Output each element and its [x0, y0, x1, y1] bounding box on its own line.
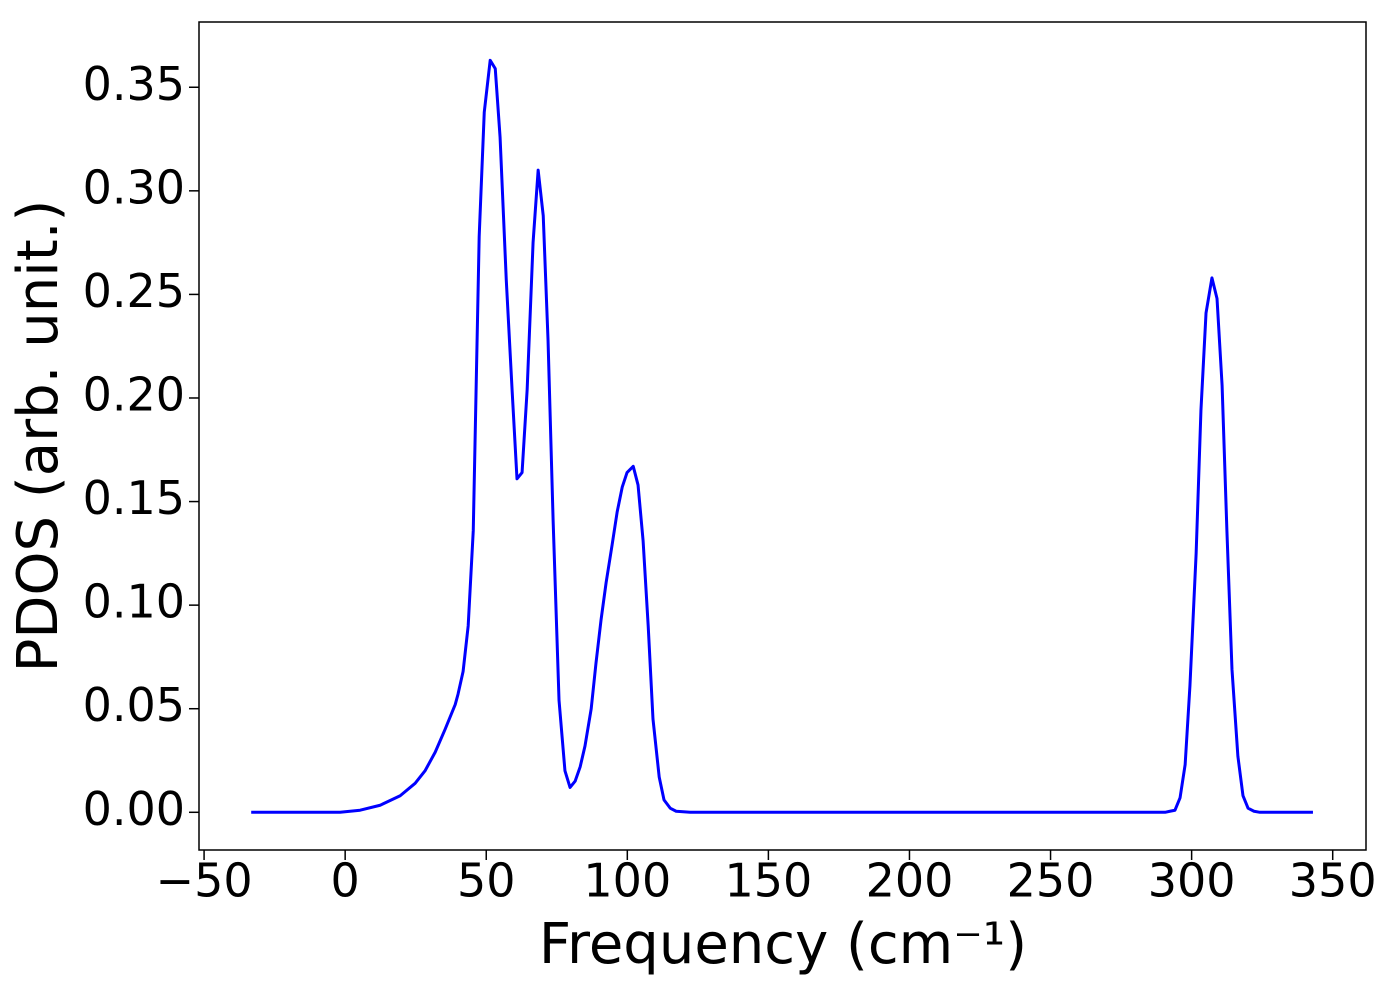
x-tick-label: 250 [1007, 854, 1095, 908]
y-tick-label: 0.20 [83, 367, 185, 421]
x-axis-label: Frequency (cm⁻¹) [539, 912, 1027, 977]
y-axis-label: PDOS (arb. unit.) [6, 200, 71, 673]
x-tick-label: 300 [1148, 854, 1236, 908]
y-tick-label: 0.00 [83, 782, 185, 836]
plot-frame [198, 21, 1367, 851]
x-tick-label: 150 [724, 854, 812, 908]
y-tick-label: 0.25 [83, 264, 185, 318]
y-tick-label: 0.05 [83, 678, 185, 732]
x-tick-label: 200 [866, 854, 954, 908]
x-tick-label: −50 [156, 854, 253, 908]
pdos-line [251, 58, 1313, 814]
x-tick-label: 0 [331, 854, 360, 908]
y-tick-label: 0.35 [83, 57, 185, 111]
x-tick-label: 100 [583, 854, 671, 908]
y-tick-label: 0.10 [83, 575, 185, 629]
x-tick-label: 50 [457, 854, 516, 908]
y-tick-label: 0.15 [83, 471, 185, 525]
y-tick-label: 0.30 [83, 160, 185, 214]
x-tick-label: 350 [1289, 854, 1377, 908]
